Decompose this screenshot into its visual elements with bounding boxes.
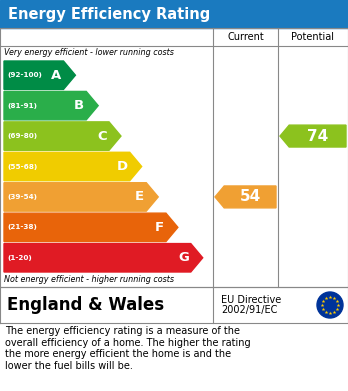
Text: Energy Efficiency Rating: Energy Efficiency Rating — [8, 7, 210, 22]
Text: Potential: Potential — [292, 32, 334, 42]
Polygon shape — [280, 125, 346, 147]
Text: A: A — [51, 69, 62, 82]
Polygon shape — [4, 152, 142, 181]
Text: G: G — [178, 251, 189, 264]
Text: B: B — [74, 99, 84, 112]
Text: C: C — [97, 129, 107, 143]
Text: 74: 74 — [307, 129, 328, 143]
Text: Current: Current — [227, 32, 264, 42]
Text: (69-80): (69-80) — [7, 133, 37, 139]
Text: The energy efficiency rating is a measure of the
overall efficiency of a home. T: The energy efficiency rating is a measur… — [5, 326, 251, 371]
Text: F: F — [155, 221, 164, 234]
Text: 54: 54 — [239, 189, 261, 204]
Polygon shape — [4, 244, 203, 272]
Polygon shape — [4, 213, 178, 242]
Bar — [0, 0, 348, 28]
Bar — [0, 287, 348, 323]
Text: E: E — [135, 190, 144, 203]
Polygon shape — [4, 183, 158, 211]
Text: (21-38): (21-38) — [7, 224, 37, 230]
Text: Not energy efficient - higher running costs: Not energy efficient - higher running co… — [4, 275, 174, 284]
Text: (55-68): (55-68) — [7, 163, 37, 170]
Text: (1-20): (1-20) — [7, 255, 32, 261]
Text: Very energy efficient - lower running costs: Very energy efficient - lower running co… — [4, 48, 174, 57]
Polygon shape — [4, 122, 121, 150]
Text: EU Directive: EU Directive — [221, 295, 281, 305]
Text: England & Wales: England & Wales — [7, 296, 164, 314]
Polygon shape — [4, 91, 98, 120]
Text: (81-91): (81-91) — [7, 103, 37, 109]
Text: (39-54): (39-54) — [7, 194, 37, 200]
Text: (92-100): (92-100) — [7, 72, 42, 78]
Polygon shape — [4, 61, 76, 90]
Text: D: D — [117, 160, 128, 173]
Circle shape — [317, 292, 343, 318]
Bar — [0, 28, 348, 287]
Polygon shape — [215, 186, 276, 208]
Text: 2002/91/EC: 2002/91/EC — [221, 305, 277, 315]
